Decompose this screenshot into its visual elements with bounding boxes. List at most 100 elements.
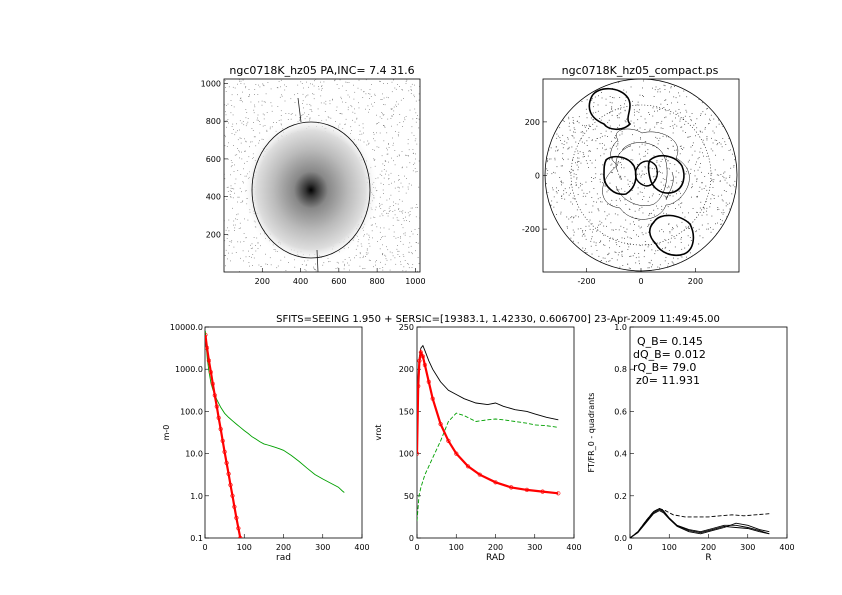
noise-dot [234, 192, 235, 194]
noise-dot [620, 225, 622, 227]
noise-dot [625, 96, 627, 98]
noise-dot [621, 164, 622, 166]
noise-dot [597, 110, 599, 112]
noise-dot [381, 175, 383, 176]
noise-dot [715, 223, 716, 225]
noise-dot [656, 205, 657, 207]
noise-dot [672, 190, 674, 192]
noise-dot [610, 131, 612, 133]
noise-dot [384, 235, 386, 237]
noise-dot [376, 260, 377, 261]
noise-dot [310, 83, 311, 85]
noise-dot [386, 96, 388, 98]
contour-inner-right [647, 154, 685, 194]
noise-dot [403, 233, 405, 235]
noise-dot [239, 157, 240, 159]
noise-dot [236, 219, 238, 220]
noise-dot [372, 149, 374, 150]
noise-dot [388, 97, 389, 99]
noise-dot [669, 168, 670, 170]
noise-dot [680, 197, 682, 199]
noise-dot [718, 119, 720, 121]
noise-dot [382, 236, 384, 237]
noise-dot [345, 102, 347, 103]
noise-dot [418, 186, 420, 188]
noise-dot [408, 267, 410, 269]
noise-dot [561, 143, 563, 145]
noise-dot [230, 185, 232, 187]
noise-dot [323, 102, 325, 104]
y-tick-label: 0.2 [614, 492, 627, 501]
noise-dot [228, 122, 229, 124]
noise-dot [648, 267, 650, 269]
data-point [238, 535, 243, 538]
noise-dot [226, 126, 227, 128]
noise-dot [235, 178, 237, 180]
noise-dot [672, 262, 674, 264]
noise-dot [313, 93, 315, 95]
noise-dot [314, 269, 315, 270]
noise-dot [655, 250, 657, 252]
noise-dot [638, 253, 640, 254]
noise-dot [582, 234, 584, 235]
noise-dot [652, 115, 654, 117]
noise-dot [417, 207, 418, 208]
noise-dot [306, 81, 307, 83]
noise-dot [388, 147, 390, 148]
noise-dot [329, 103, 331, 105]
noise-dot [317, 108, 319, 110]
noise-dot [573, 131, 574, 133]
noise-dot [248, 262, 250, 263]
noise-dot [231, 94, 233, 96]
noise-dot [227, 158, 229, 160]
noise-dot [576, 121, 578, 122]
noise-dot [585, 181, 587, 183]
noise-dot [237, 83, 238, 85]
noise-dot [591, 197, 593, 198]
noise-dot [379, 206, 380, 208]
noise-dot [668, 250, 670, 251]
noise-dot [636, 110, 638, 112]
noise-dot [658, 243, 660, 245]
noise-dot [308, 86, 309, 88]
noise-dot [674, 149, 676, 151]
noise-dot [584, 156, 585, 157]
noise-dot [668, 223, 670, 225]
noise-dot [670, 140, 672, 141]
noise-dot [394, 181, 395, 183]
noise-dot [609, 182, 611, 184]
noise-dot [373, 266, 374, 268]
noise-dot [627, 263, 629, 265]
noise-dot [700, 131, 701, 133]
noise-dot [589, 125, 590, 127]
noise-dot [239, 271, 240, 272]
noise-dot [564, 198, 566, 200]
noise-dot [631, 216, 633, 218]
noise-dot [647, 267, 649, 269]
noise-dot [695, 163, 697, 165]
noise-dot [328, 117, 330, 119]
noise-dot [356, 117, 358, 119]
noise-dot [621, 251, 623, 253]
noise-dot [716, 233, 717, 235]
noise-dot [419, 117, 420, 119]
noise-dot [555, 191, 557, 193]
x-tick-label: 300 [315, 543, 330, 552]
noise-dot [378, 122, 380, 123]
noise-dot [240, 174, 242, 175]
noise-dot [701, 224, 703, 226]
noise-dot [686, 96, 688, 98]
noise-dot [661, 189, 662, 190]
noise-dot [262, 125, 264, 127]
noise-dot [369, 260, 371, 261]
noise-dot [230, 166, 232, 168]
noise-dot [257, 248, 259, 249]
noise-dot [412, 170, 414, 172]
data-point [420, 354, 426, 359]
noise-dot [281, 94, 282, 96]
noise-dot [685, 173, 687, 175]
noise-dot [562, 147, 564, 149]
noise-dot [269, 126, 271, 128]
noise-dot [250, 101, 252, 103]
noise-dot [577, 150, 579, 152]
